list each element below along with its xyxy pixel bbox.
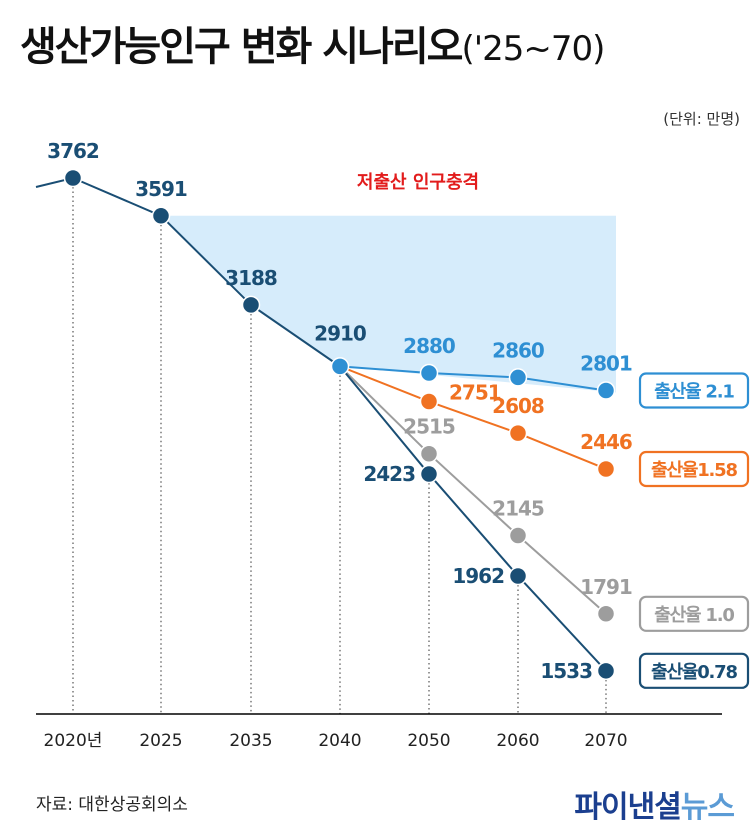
unit-label: (단위: 만명) <box>663 110 740 128</box>
x-tick-label: 2035 <box>229 731 272 751</box>
data-point-0-6 <box>596 381 616 400</box>
baseline-point-2 <box>241 295 261 315</box>
x-tick-label: 2060 <box>496 731 539 751</box>
data-label: 2910 <box>314 321 366 345</box>
data-point-1-5 <box>508 423 528 443</box>
shaded-region <box>161 215 616 393</box>
chart-title: 생산가능인구 변화 시나리오('25~70) <box>20 14 605 72</box>
data-label: 2880 <box>403 334 455 358</box>
title-period: ('25~70) <box>461 29 605 69</box>
legend-box-1 <box>638 450 750 488</box>
data-label: 2608 <box>492 394 544 418</box>
series-line-3 <box>339 365 607 672</box>
baseline-point-1 <box>151 206 171 226</box>
data-label: 2515 <box>403 415 455 439</box>
data-point-0-4 <box>419 363 439 383</box>
series-line-0 <box>339 365 607 392</box>
data-label: 1533 <box>540 659 592 683</box>
x-tick-label: 2050 <box>407 731 450 751</box>
data-point-3-5 <box>508 566 528 586</box>
source-note: 자료: 대한상공회의소 <box>36 795 188 815</box>
legend-label: 출산율 2.1 <box>654 381 734 402</box>
brand-part2: 뉴스 <box>680 790 735 825</box>
legend-box-3 <box>638 652 750 689</box>
baseline-point-3 <box>330 357 350 376</box>
baseline-point-0 <box>63 168 83 188</box>
x-tick-label: 2070 <box>584 731 627 751</box>
data-label: 3188 <box>225 266 277 290</box>
legend-label: 출산율0.78 <box>651 662 737 683</box>
data-label: 2446 <box>580 430 632 454</box>
data-point-1-6 <box>596 459 616 479</box>
data-point-0-5 <box>508 368 528 387</box>
data-label: 1791 <box>580 575 632 599</box>
legend-box-2 <box>638 595 750 632</box>
brand-logo: 파이낸셜뉴스 <box>574 782 735 826</box>
series-line-2 <box>339 365 607 615</box>
data-point-2-4 <box>419 444 439 463</box>
data-point-3-6 <box>596 661 616 681</box>
data-point-2-6 <box>596 604 616 624</box>
data-label: 2801 <box>580 351 632 375</box>
x-tick-label: 2020년 <box>44 731 103 751</box>
data-label: 1962 <box>452 564 504 588</box>
x-tick-label: 2025 <box>139 731 182 751</box>
data-label: 3591 <box>135 177 187 201</box>
data-point-1-4 <box>419 392 439 411</box>
data-label: 3762 <box>47 139 99 163</box>
legend-box-0 <box>638 372 750 409</box>
shaded-region-label: 저출산 인구충격 <box>357 172 479 193</box>
legend-label: 출산율 1.0 <box>654 605 734 626</box>
x-tick-label: 2040 <box>318 731 361 751</box>
legend-label: 출산율1.58 <box>651 460 737 481</box>
data-label: 2423 <box>363 462 415 486</box>
data-label: 2751 <box>449 381 501 405</box>
series-line-1 <box>339 365 607 470</box>
data-label: 2860 <box>492 338 544 362</box>
title-main: 생산가능인구 변화 시나리오 <box>20 24 463 70</box>
brand-part1: 파이낸셜 <box>574 790 681 825</box>
data-point-2-5 <box>508 526 528 545</box>
data-point-3-4 <box>419 464 439 484</box>
data-label: 2145 <box>492 497 544 521</box>
